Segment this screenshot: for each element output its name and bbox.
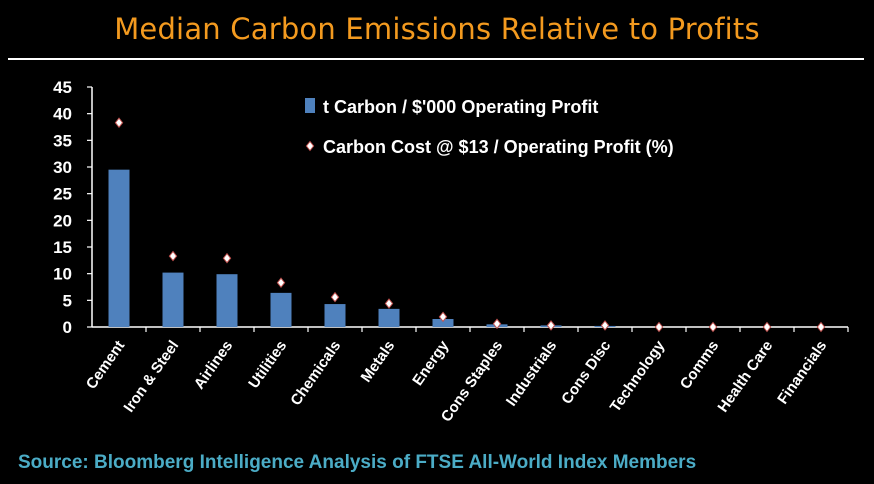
y-tick-label: 40 (53, 105, 72, 124)
bar (108, 169, 130, 327)
bar (432, 319, 454, 327)
bar (270, 292, 292, 327)
legend-marker-swatch (305, 140, 315, 152)
bar (378, 308, 400, 327)
marker-point (330, 291, 340, 303)
marker-point (708, 321, 718, 333)
legend-label: t Carbon / $'000 Operating Profit (323, 97, 598, 117)
y-tick-label: 20 (53, 211, 72, 230)
category-label: Iron & Steel (121, 338, 183, 416)
marker-point (114, 117, 124, 129)
y-tick-label: 30 (53, 158, 72, 177)
category-label: Chemicals (287, 338, 344, 409)
chart-title: Median Carbon Emissions Relative to Prof… (114, 12, 760, 46)
marker-point (438, 311, 448, 323)
category-label: Airlines (191, 338, 236, 393)
y-tick-label: 35 (53, 131, 72, 150)
category-label: Technology (607, 337, 669, 415)
y-tick-label: 5 (63, 291, 72, 310)
y-tick-label: 0 (63, 318, 72, 337)
marker-point (654, 321, 664, 333)
y-tick-label: 45 (53, 78, 72, 97)
marker-point (384, 298, 394, 309)
bar (216, 274, 238, 327)
marker-point (546, 320, 556, 331)
category-label: Industrials (503, 338, 560, 410)
category-label: Cons Disc (558, 338, 614, 408)
marker-point (276, 277, 286, 289)
category-label: Health Care (715, 338, 777, 416)
bar (324, 304, 346, 327)
legend-bar-swatch (305, 98, 315, 113)
category-label: Utilities (245, 338, 290, 392)
bar (162, 272, 184, 327)
category-label: Metals (358, 338, 399, 386)
marker-point (600, 320, 610, 331)
category-label: Comms (677, 338, 722, 393)
title-divider (8, 58, 864, 60)
marker-point (222, 252, 232, 264)
category-label: Energy (409, 337, 452, 389)
category-label: Financials (774, 338, 830, 408)
marker-point (762, 321, 772, 333)
marker-point (168, 250, 178, 262)
category-label: Cement (83, 338, 128, 393)
y-tick-label: 15 (53, 238, 72, 257)
y-tick-label: 10 (53, 265, 72, 284)
legend-label: Carbon Cost @ $13 / Operating Profit (%) (323, 137, 674, 157)
y-tick-label: 25 (53, 185, 72, 204)
source-note: Source: Bloomberg Intelligence Analysis … (18, 452, 697, 473)
marker-point (816, 321, 826, 333)
marker-point (492, 318, 502, 330)
